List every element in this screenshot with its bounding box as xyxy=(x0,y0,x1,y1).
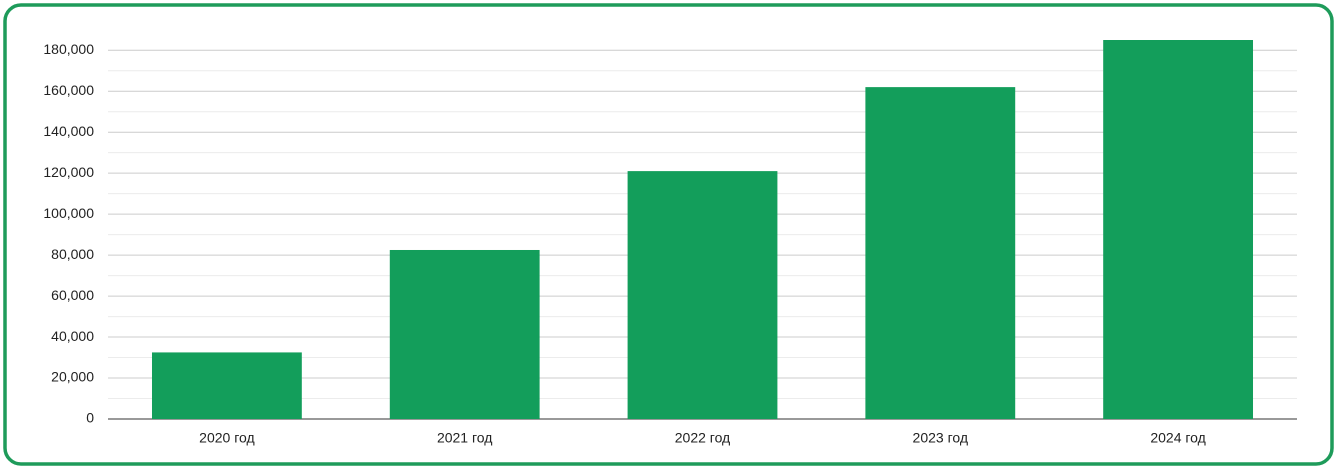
x-tick-label: 2023 год xyxy=(913,430,968,446)
bar xyxy=(151,352,302,419)
x-tick-label: 2022 год xyxy=(675,430,730,446)
y-tick-label: 120,000 xyxy=(43,164,94,180)
bar xyxy=(1103,40,1254,419)
y-tick-label: 0 xyxy=(86,410,94,426)
x-tick-label: 2021 год xyxy=(437,430,492,446)
bar xyxy=(389,249,540,419)
y-tick-label: 160,000 xyxy=(43,82,94,98)
x-tick-label: 2024 год xyxy=(1150,430,1205,446)
y-tick-label: 140,000 xyxy=(43,123,94,139)
bar xyxy=(865,87,1016,419)
y-tick-label: 40,000 xyxy=(51,328,94,344)
y-tick-label: 20,000 xyxy=(51,369,94,385)
y-tick-label: 180,000 xyxy=(43,41,94,57)
y-tick-label: 60,000 xyxy=(51,287,94,303)
x-tick-label: 2020 год xyxy=(199,430,254,446)
y-tick-label: 80,000 xyxy=(51,246,94,262)
bar xyxy=(627,171,778,419)
y-tick-label: 100,000 xyxy=(43,205,94,221)
